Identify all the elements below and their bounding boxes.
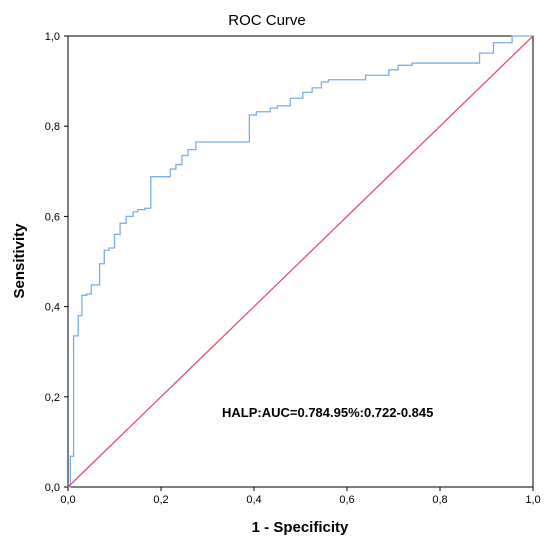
series-layer	[67, 35, 534, 488]
x-tick-label: 0,2	[153, 494, 168, 506]
plot-frame	[67, 35, 534, 488]
auc-annotation: HALP:AUC=0.784.95%:0.722-0.845	[222, 405, 433, 420]
x-tick-label: 0,8	[432, 494, 447, 506]
y-tick-label: 0,8	[45, 121, 60, 133]
y-axis-title: Sensitivity	[11, 223, 28, 299]
x-axis-title: 1 - Specificity	[252, 519, 349, 536]
y-tick-label: 0,6	[45, 211, 60, 223]
x-tick-label: 0,4	[246, 494, 261, 506]
x-axis: 0,0 0,2 0,4 0,6 0,8 1,0	[60, 487, 541, 506]
x-tick-label: 0,6	[339, 494, 354, 506]
y-axis: 0,0 0,2 0,4 0,6 0,8 1,0	[45, 31, 68, 494]
y-tick-label: 0,4	[45, 302, 60, 314]
x-tick-label: 1,0	[525, 494, 540, 506]
y-tick-label: 0,0	[45, 482, 60, 494]
reference-diagonal-line	[67, 35, 534, 488]
x-tick-label: 0,0	[60, 494, 75, 506]
chart-title: ROC Curve	[228, 12, 306, 29]
roc-curve-line	[68, 35, 533, 488]
y-tick-label: 0,2	[45, 392, 60, 404]
y-tick-label: 1,0	[45, 31, 60, 43]
